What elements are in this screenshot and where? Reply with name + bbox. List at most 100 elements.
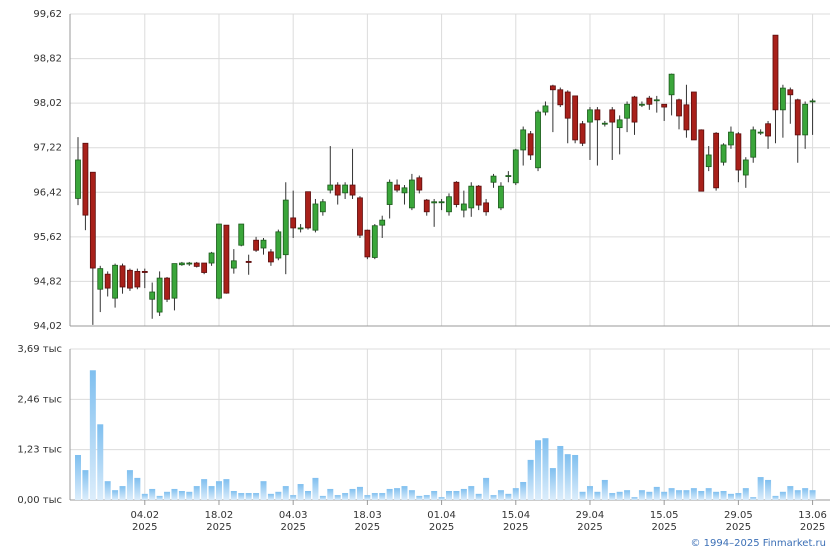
candle-body — [408, 179, 415, 209]
volume-bar — [238, 493, 245, 500]
volume-bar — [267, 493, 274, 500]
candle-body — [653, 99, 660, 102]
x-tick-label: 04.03 — [279, 510, 308, 521]
volume-bar — [164, 491, 171, 500]
candle-body — [713, 132, 720, 189]
volume-bar — [126, 470, 133, 500]
candle-body — [297, 227, 304, 230]
x-tick-year: 2025 — [132, 522, 157, 533]
x-tick-label: 29.05 — [724, 510, 753, 521]
candle-body — [446, 196, 452, 213]
candle-body — [119, 265, 126, 288]
volume-bar — [401, 486, 408, 500]
x-tick-year: 2025 — [800, 522, 825, 533]
candle-body — [431, 201, 438, 204]
candle-body — [616, 119, 623, 129]
candle-body — [223, 224, 230, 294]
volume-bar — [223, 479, 230, 500]
candle-body — [89, 171, 96, 269]
y-tick-label: 1,23 тыс — [17, 445, 62, 456]
volume-bar — [141, 493, 148, 500]
y-tick-label: 0,00 тыс — [17, 495, 62, 506]
volume-bar — [616, 491, 623, 500]
candle-body — [357, 197, 363, 236]
candle-body — [676, 99, 682, 117]
candle-body — [386, 181, 393, 205]
volume-bar — [698, 490, 705, 500]
volume-bar — [201, 479, 208, 500]
candle-body — [149, 291, 156, 300]
candle-body — [230, 260, 237, 269]
candle-body — [757, 131, 764, 134]
volume-bar — [497, 490, 504, 500]
candle-body — [594, 109, 601, 121]
y-tick-label: 95,62 — [33, 232, 62, 243]
candle-body — [646, 97, 653, 105]
volume-bar — [661, 491, 668, 500]
volume-bar — [431, 490, 438, 500]
x-tick-year: 2025 — [206, 522, 231, 533]
candle-body — [164, 277, 170, 300]
volume-bar — [624, 490, 631, 500]
candle-body — [460, 203, 467, 211]
candle-body — [364, 229, 371, 258]
candle-body — [683, 104, 690, 131]
candle-body — [557, 89, 564, 106]
volume-bar — [579, 491, 586, 500]
candle-body — [735, 133, 742, 171]
candle-body — [475, 185, 482, 206]
candle-body — [780, 87, 786, 111]
candle-body — [705, 154, 712, 168]
volume-bar — [186, 491, 193, 500]
volume-bar — [720, 490, 727, 500]
x-tick-label: 13.06 — [798, 510, 827, 521]
candle-body — [201, 262, 208, 273]
volume-bar — [394, 488, 401, 500]
x-tick-year: 2025 — [280, 522, 305, 533]
x-tick-label: 18.02 — [205, 510, 234, 521]
candle-body — [290, 217, 297, 229]
credit: © 1994–2025 Finmarket.ru — [690, 538, 826, 549]
candle-body — [453, 181, 460, 205]
volume-bar — [416, 495, 423, 500]
candle-body — [371, 225, 378, 258]
candle-body — [112, 264, 118, 299]
candle-body — [809, 100, 816, 103]
volume-bar — [75, 454, 81, 500]
candle-body — [275, 231, 282, 259]
candle-body — [794, 99, 801, 136]
candle-body — [134, 270, 141, 288]
x-tick-label: 18.03 — [353, 510, 382, 521]
candle-body — [438, 201, 445, 204]
candle-body — [742, 159, 749, 176]
volume-bar — [586, 486, 593, 500]
x-tick-year: 2025 — [503, 522, 528, 533]
candle-body — [82, 142, 89, 216]
volume-bar — [772, 495, 779, 500]
y-tick-label: 94,02 — [33, 321, 62, 332]
candle-body — [186, 262, 193, 265]
candle-body — [690, 91, 697, 141]
candle-body — [141, 270, 148, 273]
volume-bar — [319, 495, 326, 500]
volume-bar — [727, 493, 734, 500]
candle-body — [216, 223, 222, 299]
volume-bar — [542, 438, 549, 500]
volume-bar — [564, 454, 571, 500]
x-tick-label: 15.05 — [650, 510, 679, 521]
candle-body — [609, 109, 616, 123]
candle-body — [750, 129, 757, 158]
volume-bar — [549, 468, 556, 500]
volume-bar — [364, 495, 371, 500]
volume-bar — [260, 481, 267, 500]
candle-body — [208, 252, 215, 264]
volume-bar — [809, 490, 816, 500]
y-tick-label: 94,82 — [33, 276, 62, 287]
candle-body — [772, 34, 779, 111]
volume-bar — [512, 488, 519, 500]
candle-body — [327, 184, 334, 191]
volume-bar — [230, 490, 237, 500]
volume-bar — [490, 495, 497, 500]
volume-bar — [297, 484, 304, 500]
